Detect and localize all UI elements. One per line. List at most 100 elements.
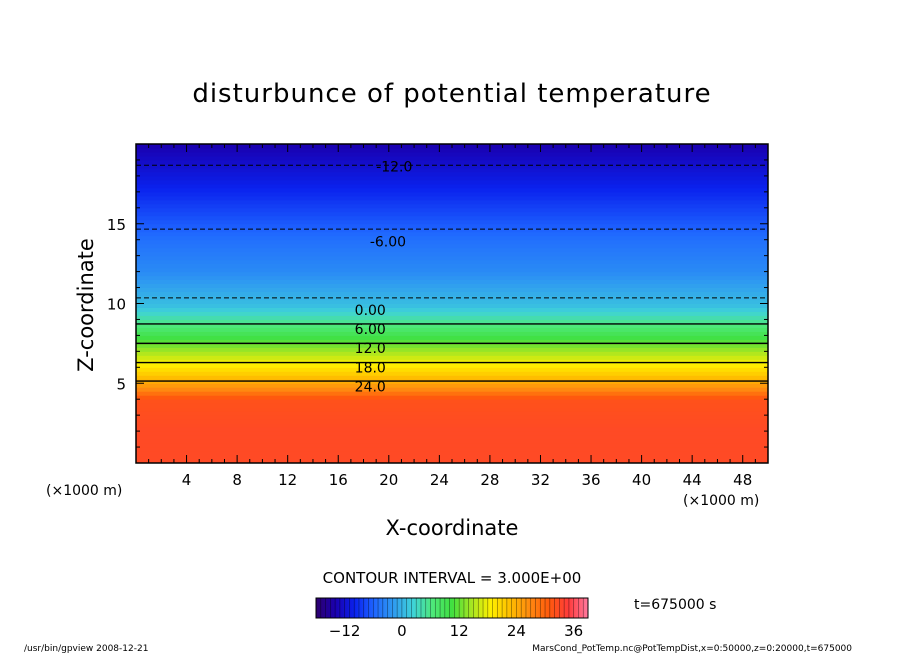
contour-label: -6.00 bbox=[370, 234, 406, 250]
field-band bbox=[136, 358, 768, 364]
colorbar-frame bbox=[315, 597, 589, 619]
x-unit-label-left: (×1000 m) bbox=[46, 483, 122, 499]
field-band bbox=[136, 426, 768, 432]
field-band bbox=[136, 243, 768, 249]
contour-interval-label: CONTOUR INTERVAL = 3.000E+00 bbox=[323, 569, 582, 587]
x-tick-label: 48 bbox=[733, 471, 752, 489]
field-band bbox=[136, 338, 768, 344]
field-band bbox=[136, 203, 768, 209]
contour-label: -12.0 bbox=[376, 159, 412, 175]
x-tick-label: 16 bbox=[329, 471, 348, 489]
field-band bbox=[136, 414, 768, 420]
field-band bbox=[136, 195, 768, 201]
field-band bbox=[136, 370, 768, 376]
field-band bbox=[136, 191, 768, 197]
colorbar-gradient bbox=[316, 598, 588, 618]
field-band bbox=[136, 163, 768, 169]
y-axis-ticks: 5 10 15 bbox=[107, 159, 768, 448]
field-band bbox=[136, 310, 768, 316]
colorbar-stripes bbox=[320, 598, 584, 618]
field-band bbox=[136, 430, 768, 436]
field-band bbox=[136, 279, 768, 285]
contour-lines bbox=[136, 164, 768, 382]
contour-label: 6.00 bbox=[355, 322, 386, 338]
field-band bbox=[136, 215, 768, 221]
x-tick-label: 4 bbox=[182, 471, 192, 489]
field-band bbox=[136, 267, 768, 273]
field-band bbox=[136, 422, 768, 428]
chart-title: disturbunce of potential temperature bbox=[192, 79, 711, 109]
field-band bbox=[136, 287, 768, 293]
contour-label: 0.00 bbox=[355, 303, 386, 319]
field-band bbox=[136, 223, 768, 229]
field-band bbox=[136, 271, 768, 277]
field-band bbox=[136, 390, 768, 396]
colorbar-tick-label: −12 bbox=[329, 622, 361, 640]
field-band bbox=[136, 251, 768, 257]
y-tick-label: 15 bbox=[107, 216, 126, 234]
field-band bbox=[136, 402, 768, 408]
x-tick-label: 28 bbox=[480, 471, 499, 489]
x-tick-label: 32 bbox=[531, 471, 550, 489]
x-tick-label: 24 bbox=[430, 471, 449, 489]
contour-label: 18.0 bbox=[355, 360, 386, 376]
colorbar-tick-label: 0 bbox=[397, 622, 407, 640]
field-band bbox=[136, 386, 768, 392]
footer-right: MarsCond_PotTemp.nc@PotTempDist,x=0:5000… bbox=[532, 644, 852, 654]
x-tick-label: 20 bbox=[379, 471, 398, 489]
field-band bbox=[136, 350, 768, 356]
field-band bbox=[136, 263, 768, 269]
field-band bbox=[136, 442, 768, 448]
field-band bbox=[136, 362, 768, 368]
field-band bbox=[136, 438, 768, 444]
field-band bbox=[136, 418, 768, 424]
colorbar-ticks: −12 0 12 24 36 bbox=[329, 622, 583, 640]
contour-label: 12.0 bbox=[355, 341, 386, 357]
field-band bbox=[136, 303, 768, 308]
field-band bbox=[136, 259, 768, 265]
field-band bbox=[136, 175, 768, 181]
field-band bbox=[136, 434, 768, 440]
colorbar-tick-label: 36 bbox=[564, 622, 583, 640]
y-axis-label: Z-coordinate bbox=[74, 238, 98, 372]
field-band bbox=[136, 330, 768, 336]
field-band bbox=[136, 207, 768, 213]
field-band bbox=[136, 275, 768, 281]
x-tick-label: 8 bbox=[232, 471, 242, 489]
x-tick-label: 12 bbox=[278, 471, 297, 489]
field-band bbox=[136, 334, 768, 340]
field-band bbox=[136, 219, 768, 225]
field-band bbox=[136, 354, 768, 360]
field-band bbox=[136, 147, 768, 153]
footer-left: /usr/bin/gpview 2008-12-21 bbox=[24, 644, 148, 654]
field-band bbox=[136, 235, 768, 241]
y-tick-label: 5 bbox=[116, 375, 126, 393]
field-band bbox=[136, 151, 768, 157]
field-band bbox=[136, 306, 768, 312]
y-unit-label: (×1000 m) bbox=[683, 493, 759, 509]
field-band bbox=[136, 159, 768, 165]
contour-label: 24.0 bbox=[355, 379, 386, 395]
field-band bbox=[136, 239, 768, 245]
field-band bbox=[136, 247, 768, 253]
field-band bbox=[136, 314, 768, 320]
field-band bbox=[136, 183, 768, 189]
field-band bbox=[136, 318, 768, 324]
x-tick-label: 36 bbox=[581, 471, 600, 489]
field-band bbox=[136, 326, 768, 332]
field-band bbox=[136, 199, 768, 205]
field-band bbox=[136, 299, 768, 304]
field-band bbox=[136, 291, 768, 297]
field-band bbox=[136, 406, 768, 412]
field-band bbox=[136, 155, 768, 161]
field-band bbox=[136, 322, 768, 328]
x-tick-label: 44 bbox=[683, 471, 702, 489]
field-band bbox=[136, 450, 768, 456]
field-band bbox=[136, 171, 768, 177]
time-label: t=675000 s bbox=[634, 597, 716, 613]
field-band bbox=[136, 366, 768, 372]
field-band bbox=[136, 255, 768, 261]
